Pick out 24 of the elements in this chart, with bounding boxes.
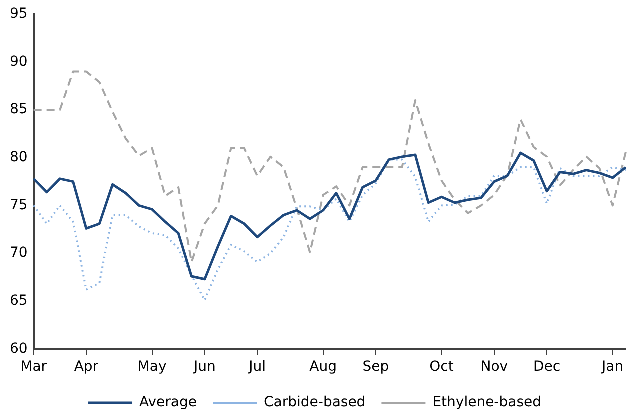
legend-label: Ethylene-based: [432, 394, 542, 411]
y-tick-label: 75: [10, 197, 28, 214]
line-series: [32, 70, 627, 264]
x-tick-label: Oct: [430, 359, 454, 376]
y-tick-label: 70: [10, 245, 28, 262]
x-tick-label: May: [138, 359, 167, 376]
x-tick-label: Dec: [533, 359, 561, 376]
y-tick-label: 95: [10, 6, 28, 22]
y-tick-label: 65: [10, 293, 28, 310]
line-series: [32, 158, 627, 302]
x-tick-label: Jul: [248, 359, 266, 376]
legend-label: Carbide-based: [264, 394, 366, 411]
legend-label: Average: [140, 394, 198, 411]
y-tick-label: 60: [10, 340, 28, 357]
x-tick-label: Sep: [362, 359, 390, 376]
x-tick-label: Nov: [480, 359, 508, 376]
x-tick-label: Mar: [20, 359, 48, 376]
x-tick-label: Jun: [192, 359, 216, 376]
y-tick-label: 90: [10, 54, 28, 70]
x-tick-label: Aug: [310, 359, 337, 376]
x-tick-label: Apr: [74, 359, 99, 376]
x-tick-label: Jan: [601, 359, 624, 376]
y-tick-label: 80: [10, 150, 28, 166]
y-tick-label: 85: [10, 102, 28, 118]
